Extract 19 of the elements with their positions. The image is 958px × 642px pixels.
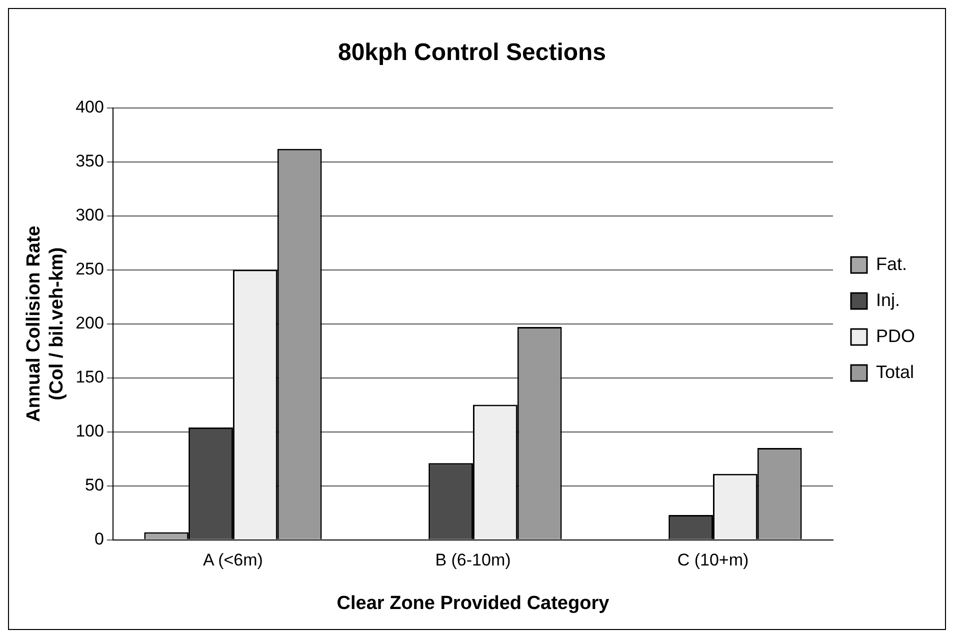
legend-label: Fat. xyxy=(876,254,908,274)
y-tick-label: 200 xyxy=(76,313,104,332)
chart-title: 80kph Control Sections xyxy=(338,39,606,66)
y-tick-label: 150 xyxy=(76,367,104,386)
y-tick-label: 400 xyxy=(76,97,104,116)
x-tick-label: B (6-10m) xyxy=(435,550,511,570)
y-tick-label: 100 xyxy=(76,421,104,440)
y-tick-label: 300 xyxy=(76,205,104,224)
x-axis-title: Clear Zone Provided Category xyxy=(336,592,610,614)
y-tick-label: 250 xyxy=(76,259,104,278)
legend-label: Total xyxy=(876,362,914,382)
y-tick-label: 350 xyxy=(76,151,104,170)
x-tick-label: C (10+m) xyxy=(677,550,749,570)
y-tick-label: 0 xyxy=(94,529,104,548)
x-tick-label: A (<6m) xyxy=(202,550,263,570)
y-tick-label: 50 xyxy=(85,475,104,494)
legend-label: PDO xyxy=(876,326,916,346)
legend-label: Inj. xyxy=(876,290,900,310)
y-axis-title: Annual Collision Rate (Col / bil.veh-km) xyxy=(24,226,68,422)
